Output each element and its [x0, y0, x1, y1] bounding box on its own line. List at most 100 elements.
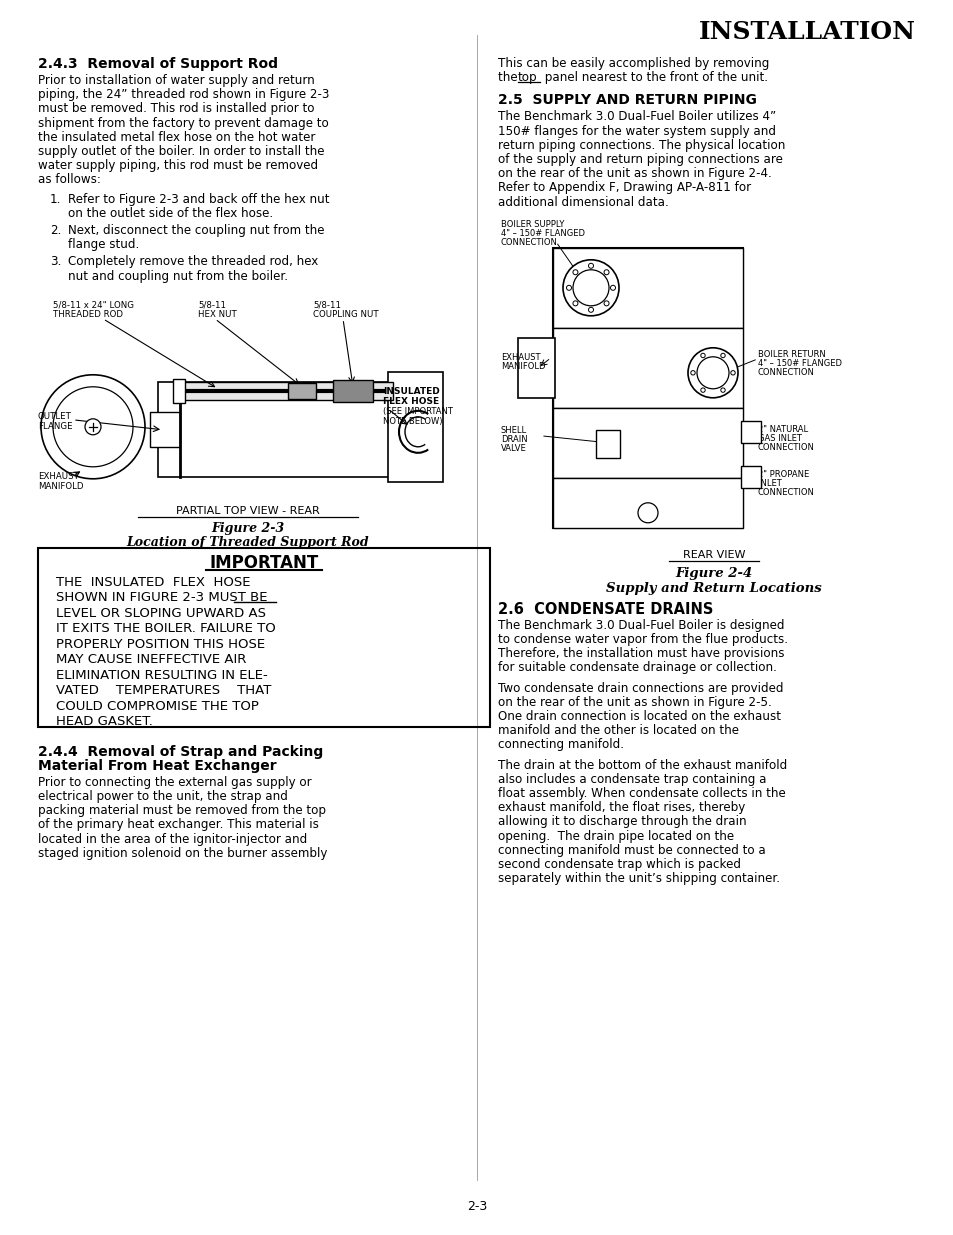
Text: DRAIN: DRAIN	[500, 435, 527, 443]
Circle shape	[690, 370, 695, 375]
Text: water supply piping, this rod must be removed: water supply piping, this rod must be re…	[38, 159, 317, 172]
Text: SHOWN IN FIGURE 2-3 MUST BE: SHOWN IN FIGURE 2-3 MUST BE	[56, 592, 267, 604]
Text: additional dimensional data.: additional dimensional data.	[497, 195, 668, 209]
Text: BOILER SUPPLY: BOILER SUPPLY	[500, 220, 564, 228]
Text: EXHAUST: EXHAUST	[500, 353, 540, 362]
Circle shape	[573, 269, 578, 274]
Text: Location of Threaded Support Rod: Location of Threaded Support Rod	[127, 536, 369, 548]
Bar	[38, 548, 490, 727]
Bar	[596, 430, 619, 458]
Circle shape	[41, 374, 145, 479]
Circle shape	[687, 348, 738, 398]
Text: MANIFOLD: MANIFOLD	[500, 362, 545, 370]
Text: exhaust manifold, the float rises, thereby: exhaust manifold, the float rises, there…	[497, 802, 744, 814]
Text: Prior to installation of water supply and return: Prior to installation of water supply an…	[38, 74, 314, 86]
Text: GAS INLET: GAS INLET	[758, 433, 801, 443]
Bar	[740, 421, 760, 443]
Text: Supply and Return Locations: Supply and Return Locations	[605, 582, 821, 595]
Circle shape	[588, 263, 593, 268]
Text: the insulated metal flex hose on the hot water: the insulated metal flex hose on the hot…	[38, 131, 315, 143]
Text: FLEX HOSE: FLEX HOSE	[382, 396, 438, 406]
Circle shape	[85, 419, 101, 435]
Text: for suitable condensate drainage or collection.: for suitable condensate drainage or coll…	[497, 662, 776, 674]
Text: 2.4.4  Removal of Strap and Packing: 2.4.4 Removal of Strap and Packing	[38, 745, 323, 758]
Circle shape	[588, 308, 593, 312]
Text: (SEE IMPORTANT: (SEE IMPORTANT	[382, 406, 453, 416]
Text: separately within the unit’s shipping container.: separately within the unit’s shipping co…	[497, 872, 780, 885]
Text: The Benchmark 3.0 Dual-Fuel Boiler utilizes 4”: The Benchmark 3.0 Dual-Fuel Boiler utili…	[497, 110, 776, 124]
Bar	[553, 408, 742, 478]
Text: Refer to Appendix F, Drawing AP-A-811 for: Refer to Appendix F, Drawing AP-A-811 fo…	[497, 182, 750, 194]
Text: Next, disconnect the coupling nut from the: Next, disconnect the coupling nut from t…	[68, 224, 324, 237]
Text: supply outlet of the boiler. In order to install the: supply outlet of the boiler. In order to…	[38, 144, 324, 158]
Text: of the primary heat exchanger. This material is: of the primary heat exchanger. This mate…	[38, 819, 318, 831]
Text: 2-3: 2-3	[466, 1200, 487, 1213]
Text: 2" PROPANE: 2" PROPANE	[758, 469, 808, 479]
Text: located in the area of the ignitor-injector and: located in the area of the ignitor-injec…	[38, 832, 307, 846]
Text: Two condensate drain connections are provided: Two condensate drain connections are pro…	[497, 682, 782, 694]
Text: CONNECTION: CONNECTION	[758, 443, 814, 452]
Circle shape	[562, 259, 618, 316]
Bar	[333, 380, 373, 401]
Text: Figure 2-4: Figure 2-4	[675, 567, 752, 579]
Circle shape	[700, 353, 704, 358]
Bar	[740, 466, 760, 488]
Text: REAR VIEW: REAR VIEW	[682, 550, 744, 559]
Text: 2.4.3  Removal of Support Rod: 2.4.3 Removal of Support Rod	[38, 57, 277, 70]
Circle shape	[566, 285, 571, 290]
Text: VALVE: VALVE	[500, 443, 526, 453]
Bar	[288, 383, 315, 399]
Bar	[172, 379, 185, 403]
Text: THE  INSULATED  FLEX  HOSE: THE INSULATED FLEX HOSE	[56, 576, 251, 589]
Text: MANIFOLD: MANIFOLD	[38, 482, 84, 490]
Circle shape	[573, 269, 608, 306]
Text: MAY CAUSE INEFFECTIVE AIR: MAY CAUSE INEFFECTIVE AIR	[56, 653, 246, 667]
Text: 4" – 150# FLANGED: 4" – 150# FLANGED	[758, 359, 841, 368]
Circle shape	[603, 269, 608, 274]
Text: staged ignition solenoid on the burner assembly: staged ignition solenoid on the burner a…	[38, 847, 327, 860]
Text: allowing it to discharge through the drain: allowing it to discharge through the dra…	[497, 815, 746, 829]
Text: 3.: 3.	[50, 256, 61, 268]
Bar	[158, 382, 393, 477]
Text: VATED    TEMPERATURES    THAT: VATED TEMPERATURES THAT	[56, 684, 271, 698]
Bar	[180, 382, 393, 400]
Text: Completely remove the threaded rod, hex: Completely remove the threaded rod, hex	[68, 256, 318, 268]
Text: The Benchmark 3.0 Dual-Fuel Boiler is designed: The Benchmark 3.0 Dual-Fuel Boiler is de…	[497, 619, 783, 632]
Text: PARTIAL TOP VIEW - REAR: PARTIAL TOP VIEW - REAR	[176, 506, 319, 516]
Text: IT EXITS THE BOILER. FAILURE TO: IT EXITS THE BOILER. FAILURE TO	[56, 622, 275, 635]
Text: shipment from the factory to prevent damage to: shipment from the factory to prevent dam…	[38, 116, 329, 130]
Text: must be removed. This rod is installed prior to: must be removed. This rod is installed p…	[38, 103, 314, 115]
Text: Material From Heat Exchanger: Material From Heat Exchanger	[38, 758, 276, 773]
Text: OUTLET: OUTLET	[38, 411, 71, 421]
Bar	[553, 248, 742, 327]
Text: CONNECTION: CONNECTION	[758, 368, 814, 377]
Text: CONNECTION: CONNECTION	[500, 238, 558, 247]
Text: NOTE BELOW): NOTE BELOW)	[382, 416, 442, 426]
Circle shape	[610, 285, 615, 290]
Circle shape	[638, 503, 658, 522]
Text: Figure 2-3: Figure 2-3	[212, 522, 284, 535]
Text: piping, the 24” threaded rod shown in Figure 2-3: piping, the 24” threaded rod shown in Fi…	[38, 88, 329, 101]
Text: FLANGE: FLANGE	[38, 422, 72, 431]
Circle shape	[720, 388, 724, 393]
Text: 150# flanges for the water system supply and: 150# flanges for the water system supply…	[497, 125, 775, 137]
Text: 2.: 2.	[50, 224, 61, 237]
Text: THREADED ROD: THREADED ROD	[53, 310, 123, 319]
Text: PROPERLY POSITION THIS HOSE: PROPERLY POSITION THIS HOSE	[56, 637, 265, 651]
Text: CONNECTION: CONNECTION	[758, 488, 814, 496]
Text: The drain at the bottom of the exhaust manifold: The drain at the bottom of the exhaust m…	[497, 758, 786, 772]
Bar	[553, 248, 742, 527]
Text: also includes a condensate trap containing a: also includes a condensate trap containi…	[497, 773, 765, 785]
Text: return piping connections. The physical location: return piping connections. The physical …	[497, 138, 784, 152]
Text: the: the	[497, 72, 521, 84]
Text: of the supply and return piping connections are: of the supply and return piping connecti…	[497, 153, 782, 165]
Text: Prior to connecting the external gas supply or: Prior to connecting the external gas sup…	[38, 776, 312, 789]
Text: panel nearest to the front of the unit.: panel nearest to the front of the unit.	[540, 72, 767, 84]
Text: on the rear of the unit as shown in Figure 2-4.: on the rear of the unit as shown in Figu…	[497, 167, 771, 180]
Text: packing material must be removed from the top: packing material must be removed from th…	[38, 804, 326, 818]
Text: This can be easily accomplished by removing: This can be easily accomplished by remov…	[497, 57, 768, 70]
Text: float assembly. When condensate collects in the: float assembly. When condensate collects…	[497, 787, 785, 800]
Text: LEVEL OR SLOPING UPWARD AS: LEVEL OR SLOPING UPWARD AS	[56, 606, 266, 620]
Text: as follows:: as follows:	[38, 173, 101, 186]
Circle shape	[53, 387, 132, 467]
